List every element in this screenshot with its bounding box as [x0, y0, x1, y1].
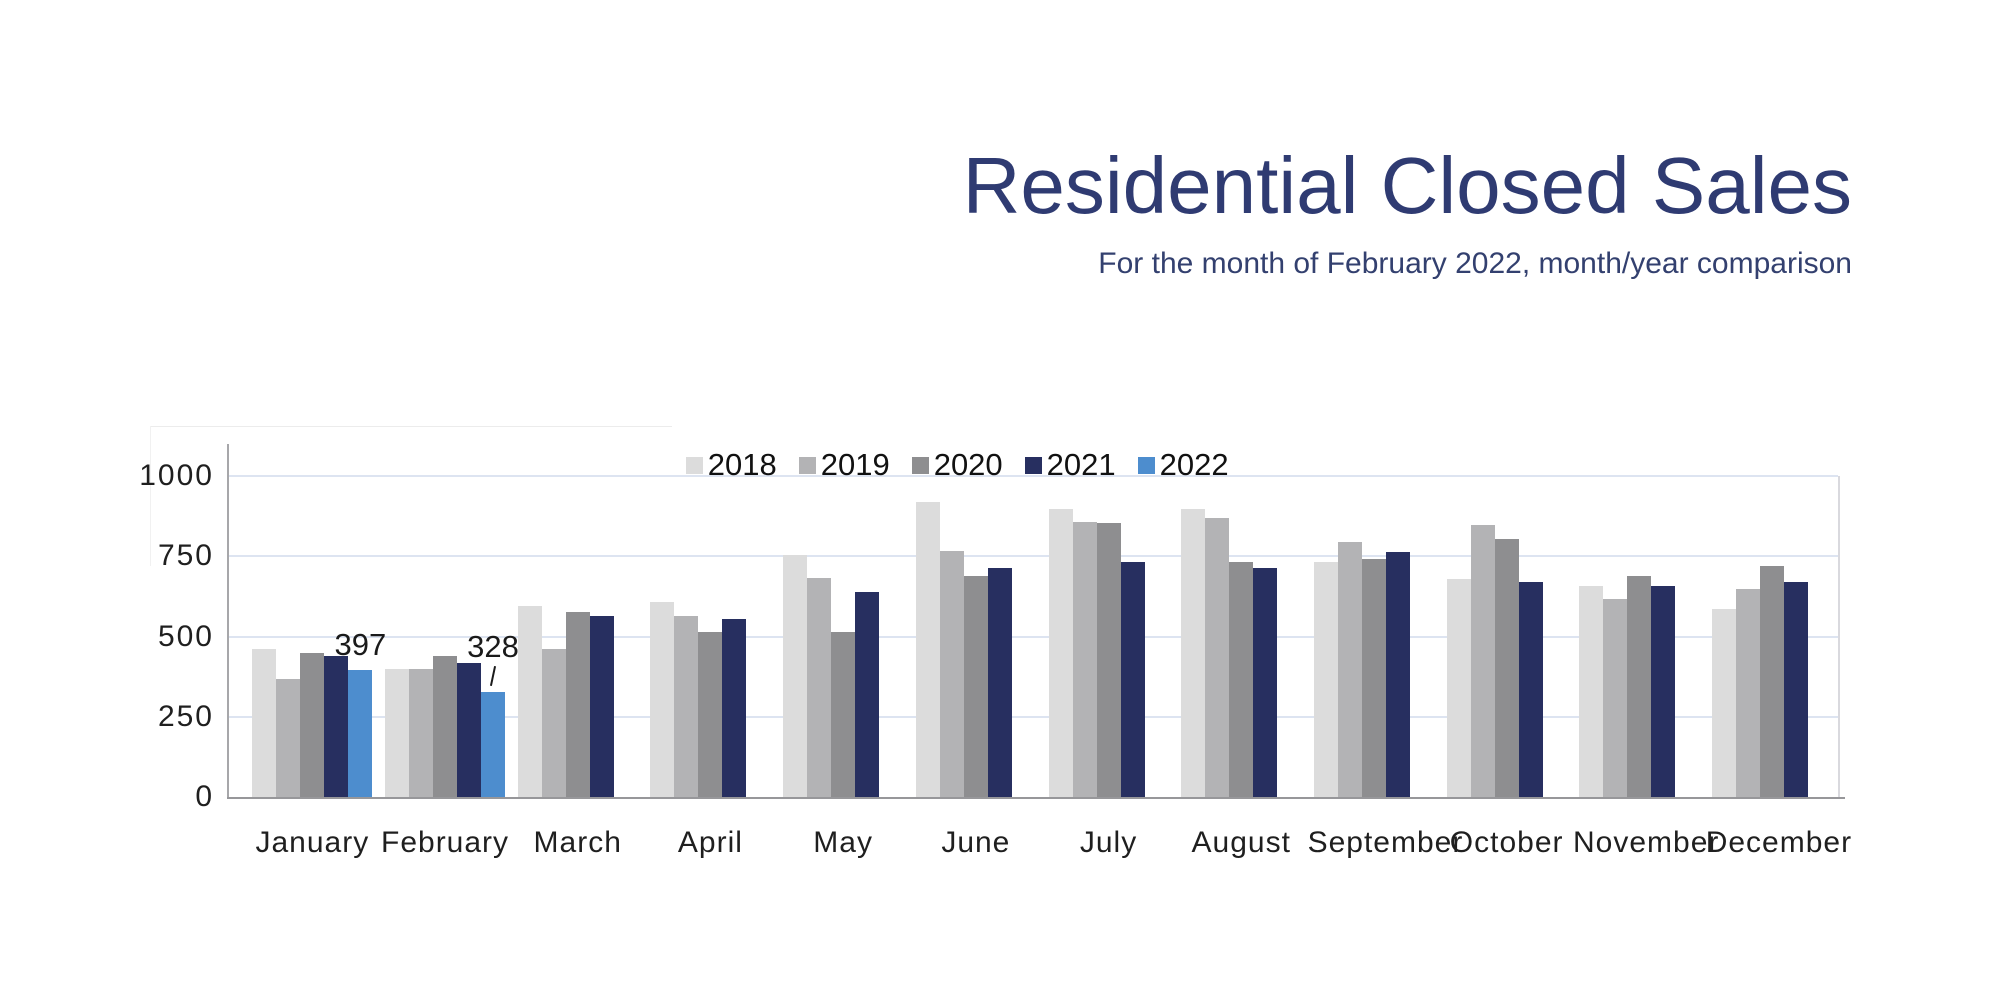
- bar: [987, 568, 1012, 797]
- bar: [698, 632, 723, 797]
- bar: [1494, 539, 1519, 797]
- bar: [565, 612, 590, 797]
- month-label: March: [533, 826, 622, 859]
- bar: [855, 592, 880, 797]
- bar: [1627, 575, 1652, 797]
- bar: [1229, 561, 1254, 797]
- bar: [1603, 598, 1628, 797]
- y-tick-label: 750: [157, 539, 214, 573]
- month-label: July: [1079, 826, 1138, 859]
- annotation-label: 397: [334, 626, 387, 662]
- annotation-label: 328: [467, 628, 519, 664]
- legend-label: 2021: [1046, 447, 1116, 482]
- legend-swatch-icon: [685, 456, 703, 474]
- bar: [1651, 585, 1676, 797]
- y-tick-label: 1000: [139, 459, 214, 492]
- bar: [1736, 588, 1761, 797]
- y-tick-label: 250: [157, 699, 214, 733]
- bar: [324, 656, 349, 797]
- bar: [1313, 561, 1338, 797]
- legend-swatch-icon: [1024, 456, 1042, 474]
- gridline: [228, 635, 1838, 638]
- y-tick-label: 500: [157, 619, 214, 653]
- bar: [541, 648, 566, 797]
- bar: [252, 648, 277, 797]
- legend-label: 2022: [1159, 447, 1229, 482]
- gridline: [228, 715, 1838, 718]
- bar: [1446, 579, 1471, 797]
- bar: [1096, 522, 1121, 797]
- bar: [1120, 561, 1145, 797]
- bar: [1181, 509, 1206, 797]
- bar: [1760, 565, 1785, 797]
- legend-label: 2018: [707, 447, 777, 482]
- legend-item: 2020: [911, 447, 1003, 482]
- bar: [1337, 541, 1362, 797]
- legend-item: 2018: [685, 447, 777, 482]
- bar: [409, 669, 434, 797]
- legend-swatch-icon: [1137, 456, 1155, 474]
- month-label: December: [1705, 826, 1853, 859]
- chart-panel-top-edge: [150, 426, 672, 427]
- legend-label: 2019: [820, 447, 890, 482]
- bar: [1518, 581, 1543, 797]
- bar: [831, 632, 856, 797]
- month-label: November: [1573, 826, 1720, 859]
- annotation-leader-line: [489, 665, 497, 686]
- chart-panel-left-edge: [150, 426, 151, 566]
- month-label: August: [1191, 826, 1291, 859]
- bar: [1048, 509, 1073, 797]
- x-axis-line: [227, 797, 1845, 799]
- bar: [589, 615, 614, 797]
- legend-item: 2019: [798, 447, 890, 482]
- bar: [1712, 608, 1737, 797]
- bar: [276, 679, 301, 797]
- bar: [783, 554, 808, 797]
- legend-item: 2022: [1137, 447, 1229, 482]
- bar: [517, 606, 542, 797]
- bar: [433, 655, 458, 797]
- bar: [1253, 568, 1278, 797]
- bar: [1072, 521, 1097, 797]
- bar: [1361, 559, 1386, 797]
- bar: [1470, 525, 1495, 797]
- month-label: February: [381, 826, 510, 859]
- bar: [1385, 552, 1410, 797]
- bar: [300, 652, 325, 797]
- plot-right-border: [1838, 476, 1840, 797]
- bar: [650, 602, 675, 797]
- month-label: May: [813, 826, 873, 859]
- bar: [481, 691, 506, 797]
- legend-label: 2020: [933, 447, 1003, 482]
- month-label: April: [677, 826, 743, 859]
- gridline: [228, 555, 1838, 558]
- chart-title: Residential Closed Sales: [962, 141, 1852, 230]
- month-label: October: [1449, 826, 1564, 859]
- month-label: January: [255, 826, 370, 859]
- bar: [348, 669, 373, 797]
- bar: [915, 502, 940, 797]
- y-axis-line: [227, 444, 229, 799]
- bar: [385, 668, 410, 797]
- chart-subtitle: For the month of February 2022, month/ye…: [1098, 247, 1852, 280]
- legend: 2018 2019 2020 2021 2022: [161, 448, 1753, 482]
- legend-item: 2021: [1024, 447, 1116, 482]
- month-label: September: [1307, 826, 1464, 859]
- bar: [963, 575, 988, 797]
- month-label: June: [941, 826, 1011, 859]
- gridline: [228, 475, 1838, 477]
- bar: [1784, 581, 1809, 797]
- y-tick-label: 0: [195, 780, 214, 813]
- bar: [1205, 518, 1230, 797]
- bar: [1579, 586, 1604, 797]
- legend-swatch-icon: [911, 456, 929, 474]
- bar: [939, 551, 964, 797]
- legend-swatch-icon: [798, 456, 816, 474]
- bar: [674, 615, 699, 797]
- bar: [807, 578, 832, 797]
- bar: [457, 663, 482, 797]
- bar: [722, 619, 747, 797]
